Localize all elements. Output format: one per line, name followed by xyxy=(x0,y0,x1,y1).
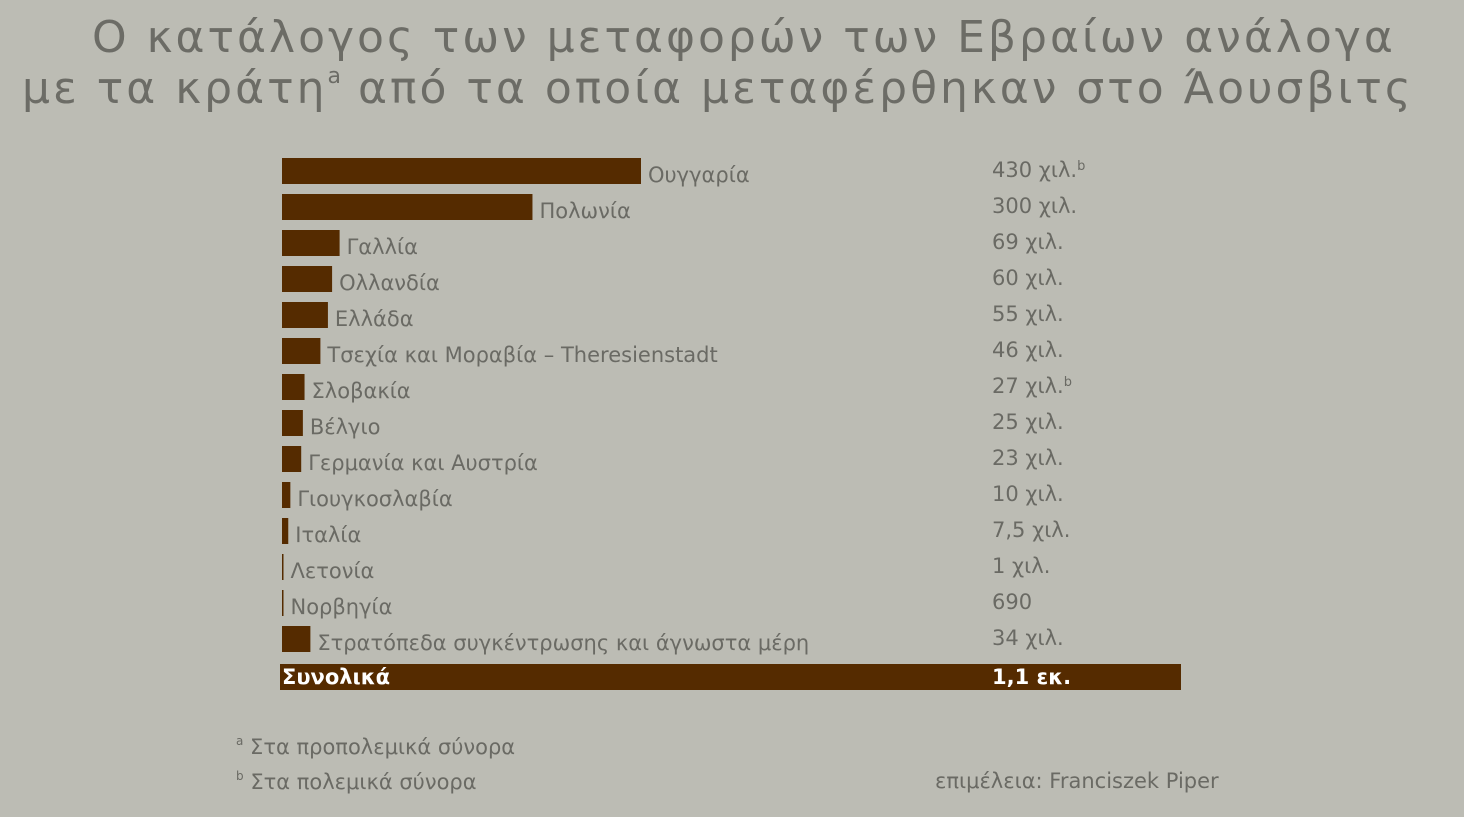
value-footnote-marker: b xyxy=(1064,375,1072,390)
chart-title-line-2: με τα κράτηa από τα οποία μεταφέρθηκαν σ… xyxy=(22,66,1414,111)
footnote-a-text: Στα προπολεμικά σύνορα xyxy=(250,735,516,759)
category-label: Ουγγαρία xyxy=(648,163,750,187)
category-label: Λετονία xyxy=(291,559,375,583)
value-label: 23 χιλ. xyxy=(992,446,1064,470)
category-label: Τσεχία και Μοραβία – Theresienstadt xyxy=(326,343,717,367)
value-label: 430 χιλ.b xyxy=(992,158,1085,182)
footnote-a: a Στα προπολεμικά σύνορα xyxy=(236,734,515,759)
bar-11 xyxy=(282,518,289,544)
category-label: Στρατόπεδα συγκέντρωσης και άγνωστα μέρη xyxy=(317,631,809,655)
value-label: 10 χιλ. xyxy=(992,482,1064,506)
category-label: Πολωνία xyxy=(539,199,630,223)
bar-14 xyxy=(282,626,311,652)
bar-12 xyxy=(282,554,284,580)
bar-8 xyxy=(282,410,303,436)
footnote-b-marker: b xyxy=(236,769,244,783)
title-footnote-marker-a: a xyxy=(327,64,341,89)
chart-title-line-2-end: από τα οποία μεταφέρθηκαν στο Άουσβιτς xyxy=(340,63,1414,114)
bar-5 xyxy=(282,302,328,328)
total-label: Συνολικά xyxy=(282,665,390,689)
value-label: 46 χιλ. xyxy=(992,338,1064,362)
bar-9 xyxy=(282,446,302,472)
category-label: Γιουγκοσλαβία xyxy=(297,487,452,511)
value-label: 60 χιλ. xyxy=(992,266,1064,290)
footnote-a-marker: a xyxy=(236,734,244,748)
value-label: 7,5 χιλ. xyxy=(992,518,1070,542)
category-label: Γερμανία και Αυστρία xyxy=(308,451,538,475)
value-label: 55 χιλ. xyxy=(992,302,1064,326)
bar-4 xyxy=(282,266,333,292)
value-label: 69 χιλ. xyxy=(992,230,1064,254)
category-label: Βέλγιο xyxy=(310,415,381,439)
bar-6 xyxy=(282,338,321,364)
bar-3 xyxy=(282,230,340,256)
category-label: Σλοβακία xyxy=(312,379,411,403)
footnote-b-text: Στα πολεμικά σύνορα xyxy=(250,770,477,794)
total-bar xyxy=(280,664,1181,690)
category-label: Νορβηγία xyxy=(291,595,393,619)
footnote-b: b Στα πολεμικά σύνορα xyxy=(236,769,477,794)
bar-13 xyxy=(282,590,284,616)
value-label: 27 χιλ.b xyxy=(992,374,1072,398)
bar-7 xyxy=(282,374,305,400)
bar-2 xyxy=(282,194,533,220)
value-footnote-marker: b xyxy=(1077,159,1085,174)
value-label: 1 χιλ. xyxy=(992,554,1050,578)
category-label: Ολλανδία xyxy=(339,271,440,295)
bar-10 xyxy=(282,482,291,508)
category-label: Ελλάδα xyxy=(335,307,414,331)
bar-1 xyxy=(282,158,641,184)
category-label: Ιταλία xyxy=(295,523,361,547)
total-value-label: 1,1 εκ. xyxy=(992,665,1071,689)
category-label: Γαλλία xyxy=(347,235,418,259)
value-label: 25 χιλ. xyxy=(992,410,1064,434)
value-label: 34 χιλ. xyxy=(992,626,1064,650)
value-label: 300 χιλ. xyxy=(992,194,1077,218)
value-label: 690 xyxy=(992,590,1032,614)
credit-text: επιμέλεια: Franciszek Piper xyxy=(935,769,1219,793)
chart-title-line-1: Ο κατάλογος των μεταφορών των Εβραίων αν… xyxy=(92,12,1396,63)
chart-title-line-2-start: με τα κράτη xyxy=(22,63,328,114)
